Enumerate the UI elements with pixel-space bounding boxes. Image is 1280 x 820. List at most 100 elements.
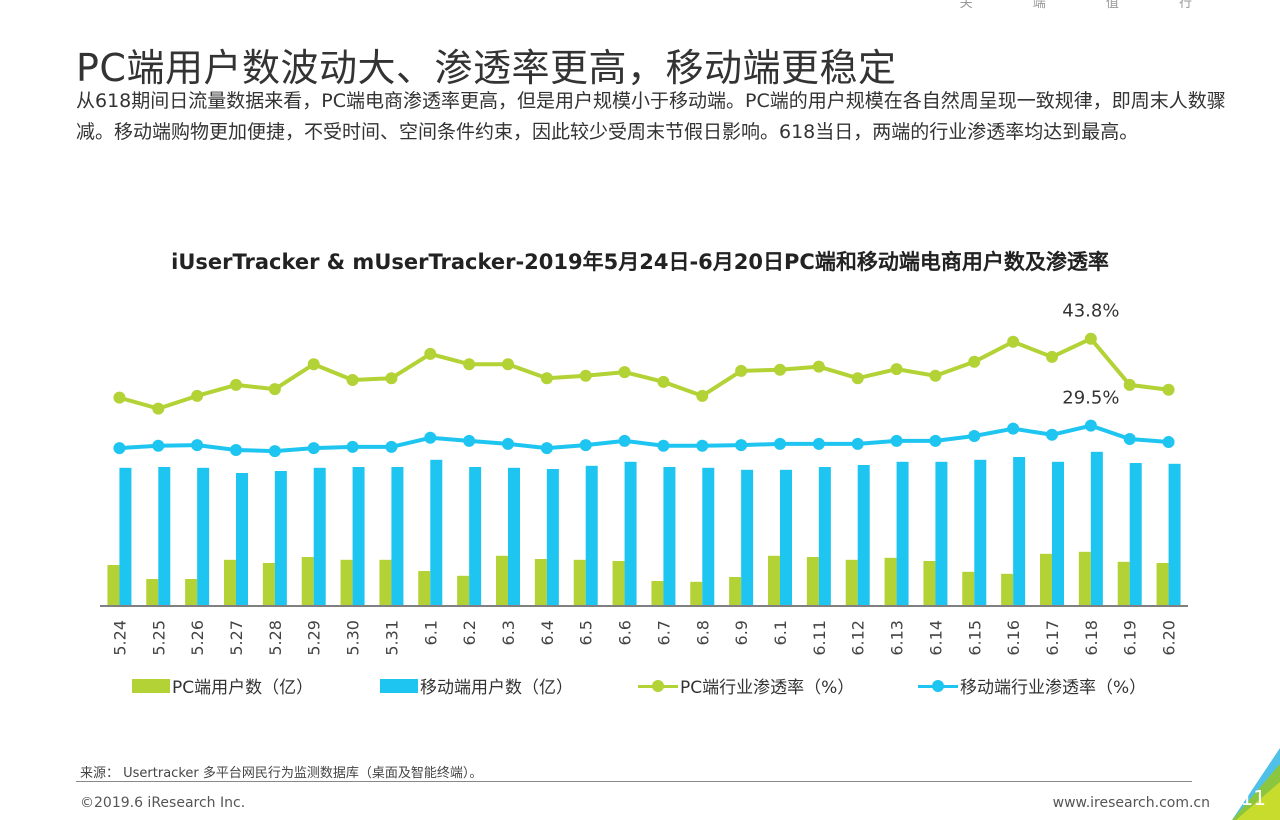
point-pc-rate xyxy=(152,402,165,415)
copyright: ©2019.6 iResearch Inc. xyxy=(80,795,246,811)
point-pc-rate xyxy=(929,369,942,382)
bar-mobile-users xyxy=(935,461,948,605)
point-pc-rate xyxy=(1123,378,1136,391)
point-mobile-rate xyxy=(735,439,748,452)
point-pc-rate xyxy=(346,374,359,387)
point-pc-rate xyxy=(657,375,670,388)
line-pc-rate xyxy=(118,336,1169,411)
bar-pc-users xyxy=(845,559,858,605)
bar-mobile-users xyxy=(1129,463,1142,605)
x-tick-label: 5.29 xyxy=(305,620,324,656)
bar-mobile-users xyxy=(702,467,715,605)
point-pc-rate xyxy=(1162,383,1175,396)
x-tick-label: 5.24 xyxy=(110,620,129,656)
point-pc-rate xyxy=(579,369,592,382)
x-tick-label: 6.16 xyxy=(1004,620,1023,656)
legend-label: PC端用户数（亿） xyxy=(172,678,314,698)
x-tick-label: 6.18 xyxy=(1082,620,1101,656)
x-tick-label: 6.12 xyxy=(849,620,868,656)
bar-pc-users xyxy=(301,557,314,605)
x-tick-label: 6.19 xyxy=(1121,620,1140,656)
point-pc-rate xyxy=(1046,350,1058,363)
bar-pc-users xyxy=(1078,551,1091,605)
point-mobile-rate xyxy=(502,437,514,450)
point-mobile-rate xyxy=(268,445,281,458)
source-note: 来源： Usertracker 多平台网民行为监测数据库（桌面及智能终端）。 xyxy=(80,766,483,781)
x-tick-label: 6.1 xyxy=(421,620,440,645)
x-tick-label: 6.9 xyxy=(732,620,751,645)
point-pc-rate xyxy=(463,358,476,371)
point-pc-rate xyxy=(540,372,553,385)
point-mobile-rate xyxy=(1007,422,1020,435)
x-tick-label: 6.6 xyxy=(616,620,635,645)
x-tick-label: 6.14 xyxy=(926,620,945,656)
bar-pc-users xyxy=(418,571,431,605)
bar-pc-users xyxy=(457,575,470,605)
x-tick-label: 6.3 xyxy=(499,620,518,645)
point-mobile-rate xyxy=(696,439,709,452)
point-mobile-rate xyxy=(346,440,359,453)
point-pc-rate xyxy=(385,372,398,385)
point-pc-rate xyxy=(113,391,126,404)
bar-mobile-users xyxy=(1052,461,1064,605)
x-tick-label: 6.1 xyxy=(771,620,790,645)
bar-pc-users xyxy=(806,557,819,605)
point-pc-rate xyxy=(191,389,204,402)
legend-item-pc-users: PC端用户数（亿） xyxy=(132,673,313,698)
bar-pc-users xyxy=(768,555,780,605)
x-tick-label: 6.11 xyxy=(810,620,829,656)
data-label: 43.8% xyxy=(1062,301,1119,322)
bar-pc-users xyxy=(107,565,120,605)
point-pc-rate xyxy=(774,363,786,376)
page-number: 11 xyxy=(1240,786,1266,810)
bar-pc-users xyxy=(262,563,275,605)
point-mobile-rate xyxy=(1162,436,1175,449)
legend-item-pc-rate: PC端行业渗透率（%） xyxy=(638,673,854,698)
bar-mobile-users xyxy=(158,467,171,605)
bar-pc-users xyxy=(884,557,897,605)
x-tick-label: 6.17 xyxy=(1043,620,1062,656)
x-tick-label: 5.25 xyxy=(149,620,168,656)
bar-mobile-users xyxy=(585,465,598,605)
bar-mobile-users xyxy=(1168,463,1181,605)
bar-pc-users xyxy=(573,559,586,605)
bar-pc-users xyxy=(651,581,664,605)
x-tick-label: 5.27 xyxy=(227,620,246,656)
legend-item-mobile-users: 移动端用户数（亿） xyxy=(380,673,573,698)
legend-label: 移动端用户数（亿） xyxy=(420,678,573,698)
point-mobile-rate xyxy=(657,439,670,452)
bar-mobile-users xyxy=(119,467,132,605)
bar-mobile-users xyxy=(469,467,482,605)
point-mobile-rate xyxy=(812,437,825,450)
point-pc-rate xyxy=(1007,335,1020,348)
point-pc-rate xyxy=(735,364,748,377)
point-mobile-rate xyxy=(1123,433,1136,446)
bar-pc-users xyxy=(496,555,508,605)
point-pc-rate xyxy=(696,389,709,402)
bar-mobile-users xyxy=(430,459,443,605)
legend-label: PC端行业渗透率（%） xyxy=(680,678,855,698)
bar-mobile-users xyxy=(818,467,831,605)
bar-pc-users xyxy=(1117,561,1130,605)
bar-pc-users xyxy=(1156,563,1169,605)
point-mobile-rate xyxy=(385,440,398,453)
legend-swatch-mobile-rate xyxy=(918,679,958,693)
x-tick-label: 5.28 xyxy=(266,620,285,656)
bar-mobile-users xyxy=(391,467,404,605)
legend-label: 移动端行业渗透率（%） xyxy=(960,678,1147,698)
legend-item-mobile-rate: 移动端行业渗透率（%） xyxy=(918,673,1146,698)
bar-pc-users xyxy=(379,559,392,605)
bar-pc-users xyxy=(690,581,703,605)
line-mobile-rate xyxy=(119,423,1169,454)
bar-pc-users xyxy=(962,571,975,605)
bar-pc-users xyxy=(146,579,159,605)
legend-swatch-mobile-users xyxy=(380,678,418,693)
bar-pc-users xyxy=(185,579,198,605)
website-link[interactable]: www.iresearch.com.cn xyxy=(1052,795,1210,811)
x-tick-label: 5.31 xyxy=(382,620,401,656)
point-mobile-rate xyxy=(774,437,786,450)
point-mobile-rate xyxy=(1046,428,1058,441)
footer-divider xyxy=(76,781,1192,782)
point-mobile-rate xyxy=(968,429,981,442)
